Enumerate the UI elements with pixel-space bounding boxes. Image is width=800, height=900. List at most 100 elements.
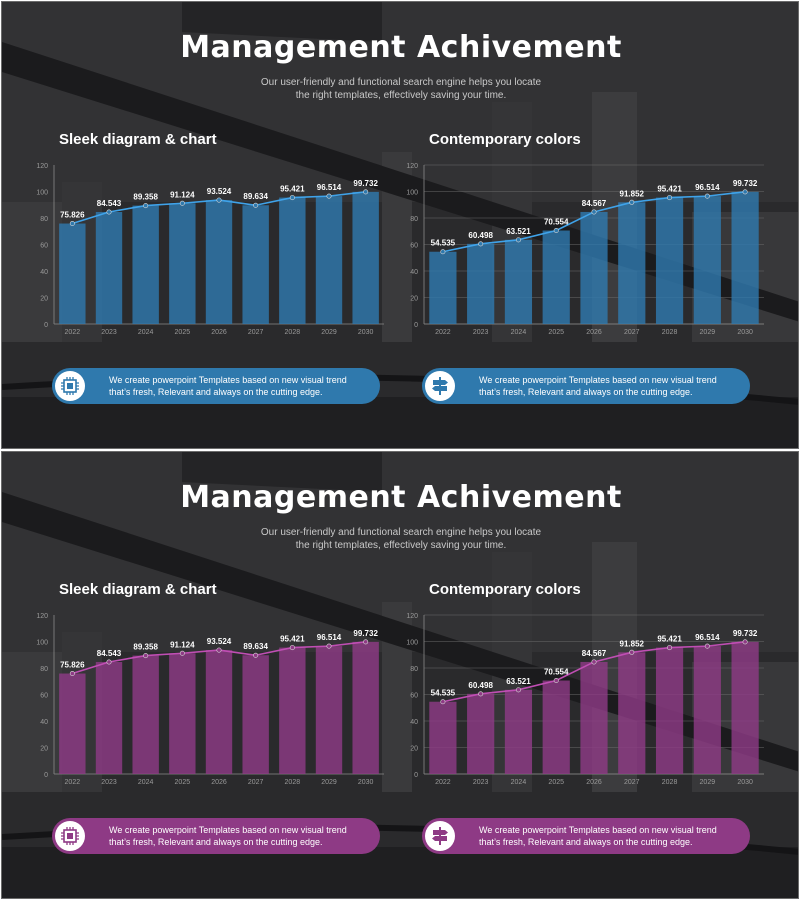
right-chart-title: Contemporary colors xyxy=(429,131,581,148)
bar xyxy=(132,655,159,774)
data-label: 95.421 xyxy=(280,185,305,194)
chip-icon xyxy=(55,821,85,851)
data-label: 63.521 xyxy=(506,227,531,236)
y-tick-label: 40 xyxy=(410,719,418,726)
x-tick-label: 2022 xyxy=(65,779,81,786)
data-point xyxy=(591,209,597,215)
y-tick-label: 80 xyxy=(410,666,418,673)
bar xyxy=(542,230,570,324)
bar xyxy=(655,647,684,774)
data-point xyxy=(742,639,748,645)
bar xyxy=(618,202,646,324)
data-label: 84.543 xyxy=(97,199,122,208)
y-tick-label: 80 xyxy=(40,666,48,673)
data-point xyxy=(216,647,222,653)
data-label: 84.567 xyxy=(582,649,607,658)
x-tick-label: 2024 xyxy=(138,779,154,786)
data-point xyxy=(289,195,295,201)
y-tick-label: 40 xyxy=(410,269,418,276)
y-tick-label: 120 xyxy=(36,613,48,620)
left-bar-chart: 0 20 40 60 80 100 120 2022 2023 2024 2025 2026 2027 2… xyxy=(36,163,384,336)
bar xyxy=(279,647,306,774)
data-point xyxy=(515,237,521,243)
y-tick-label: 60 xyxy=(410,243,418,250)
bar xyxy=(655,197,684,324)
bar xyxy=(693,646,721,774)
pill-text-line-2: that’s fresh, Relevant and always on the… xyxy=(479,387,693,397)
y-tick-label: 100 xyxy=(406,190,418,197)
chip-icon xyxy=(55,371,85,401)
data-point xyxy=(326,643,332,649)
data-point xyxy=(553,228,559,234)
data-label: 91.124 xyxy=(170,640,195,649)
bar xyxy=(731,641,759,774)
bar xyxy=(95,661,123,774)
bar xyxy=(315,646,343,774)
y-tick-label: 100 xyxy=(36,640,48,647)
right-chart-title: Contemporary colors xyxy=(429,581,581,598)
bar xyxy=(731,191,759,324)
pill-text-line-2: that’s fresh, Relevant and always on the… xyxy=(109,837,323,847)
left-chart-title: Sleek diagram & chart xyxy=(59,131,217,148)
y-tick-label: 40 xyxy=(40,719,48,726)
slide-1: Management Achivement Our user-friendly … xyxy=(1,1,799,449)
data-label: 54.535 xyxy=(431,689,456,698)
data-label: 60.498 xyxy=(468,681,493,690)
x-tick-label: 2025 xyxy=(175,329,191,336)
data-point xyxy=(69,671,75,677)
data-point xyxy=(106,659,112,665)
data-point xyxy=(179,650,185,656)
left-chart-title: Sleek diagram & chart xyxy=(59,581,217,598)
x-tick-label: 2026 xyxy=(211,779,227,786)
y-tick-label: 100 xyxy=(36,190,48,197)
data-point xyxy=(253,202,259,208)
x-tick-label: 2028 xyxy=(285,779,301,786)
x-tick-label: 2026 xyxy=(586,779,602,786)
y-tick-label: 20 xyxy=(40,746,48,753)
bar xyxy=(542,680,570,774)
data-label: 70.554 xyxy=(544,218,569,227)
data-point xyxy=(591,659,597,665)
data-point xyxy=(515,687,521,693)
pill-text-line-1: We create powerpoint Templates based on … xyxy=(479,375,717,385)
x-tick-label: 2029 xyxy=(321,779,337,786)
bar xyxy=(205,650,233,774)
data-point xyxy=(478,691,484,697)
x-tick-label: 2025 xyxy=(548,779,564,786)
x-tick-label: 2029 xyxy=(700,329,716,336)
y-tick-label: 20 xyxy=(410,746,418,753)
slide-subtitle: Our user-friendly and functional search … xyxy=(202,526,600,552)
data-point xyxy=(143,653,149,659)
data-point xyxy=(742,189,748,195)
signpost-icon xyxy=(425,371,455,401)
x-tick-label: 2022 xyxy=(435,779,451,786)
info-pill-left: We create powerpoint Templates based on … xyxy=(52,368,380,404)
data-point xyxy=(363,189,369,195)
data-label: 60.498 xyxy=(468,231,493,240)
data-point xyxy=(704,643,710,649)
data-label: 96.514 xyxy=(317,183,342,192)
data-point xyxy=(106,209,112,215)
bar xyxy=(429,251,457,324)
data-label: 75.826 xyxy=(60,661,85,670)
x-tick-label: 2027 xyxy=(624,779,640,786)
y-tick-label: 80 xyxy=(40,216,48,223)
data-label: 89.634 xyxy=(243,642,268,651)
y-tick-label: 0 xyxy=(44,322,48,329)
y-tick-label: 100 xyxy=(406,640,418,647)
x-tick-label: 2029 xyxy=(700,779,716,786)
data-label: 93.524 xyxy=(207,187,232,196)
data-point xyxy=(143,203,149,209)
bar xyxy=(169,203,196,324)
bar xyxy=(504,239,533,324)
x-tick-label: 2022 xyxy=(65,329,81,336)
slide-title: Management Achivement xyxy=(180,480,622,515)
x-tick-label: 2030 xyxy=(358,329,374,336)
info-pill-left: We create powerpoint Templates based on … xyxy=(52,818,380,854)
pill-text-line-1: We create powerpoint Templates based on … xyxy=(109,825,347,835)
data-label: 84.543 xyxy=(97,649,122,658)
bar xyxy=(242,205,269,324)
data-point xyxy=(289,645,295,651)
x-tick-label: 2026 xyxy=(586,329,602,336)
bar xyxy=(279,197,306,324)
